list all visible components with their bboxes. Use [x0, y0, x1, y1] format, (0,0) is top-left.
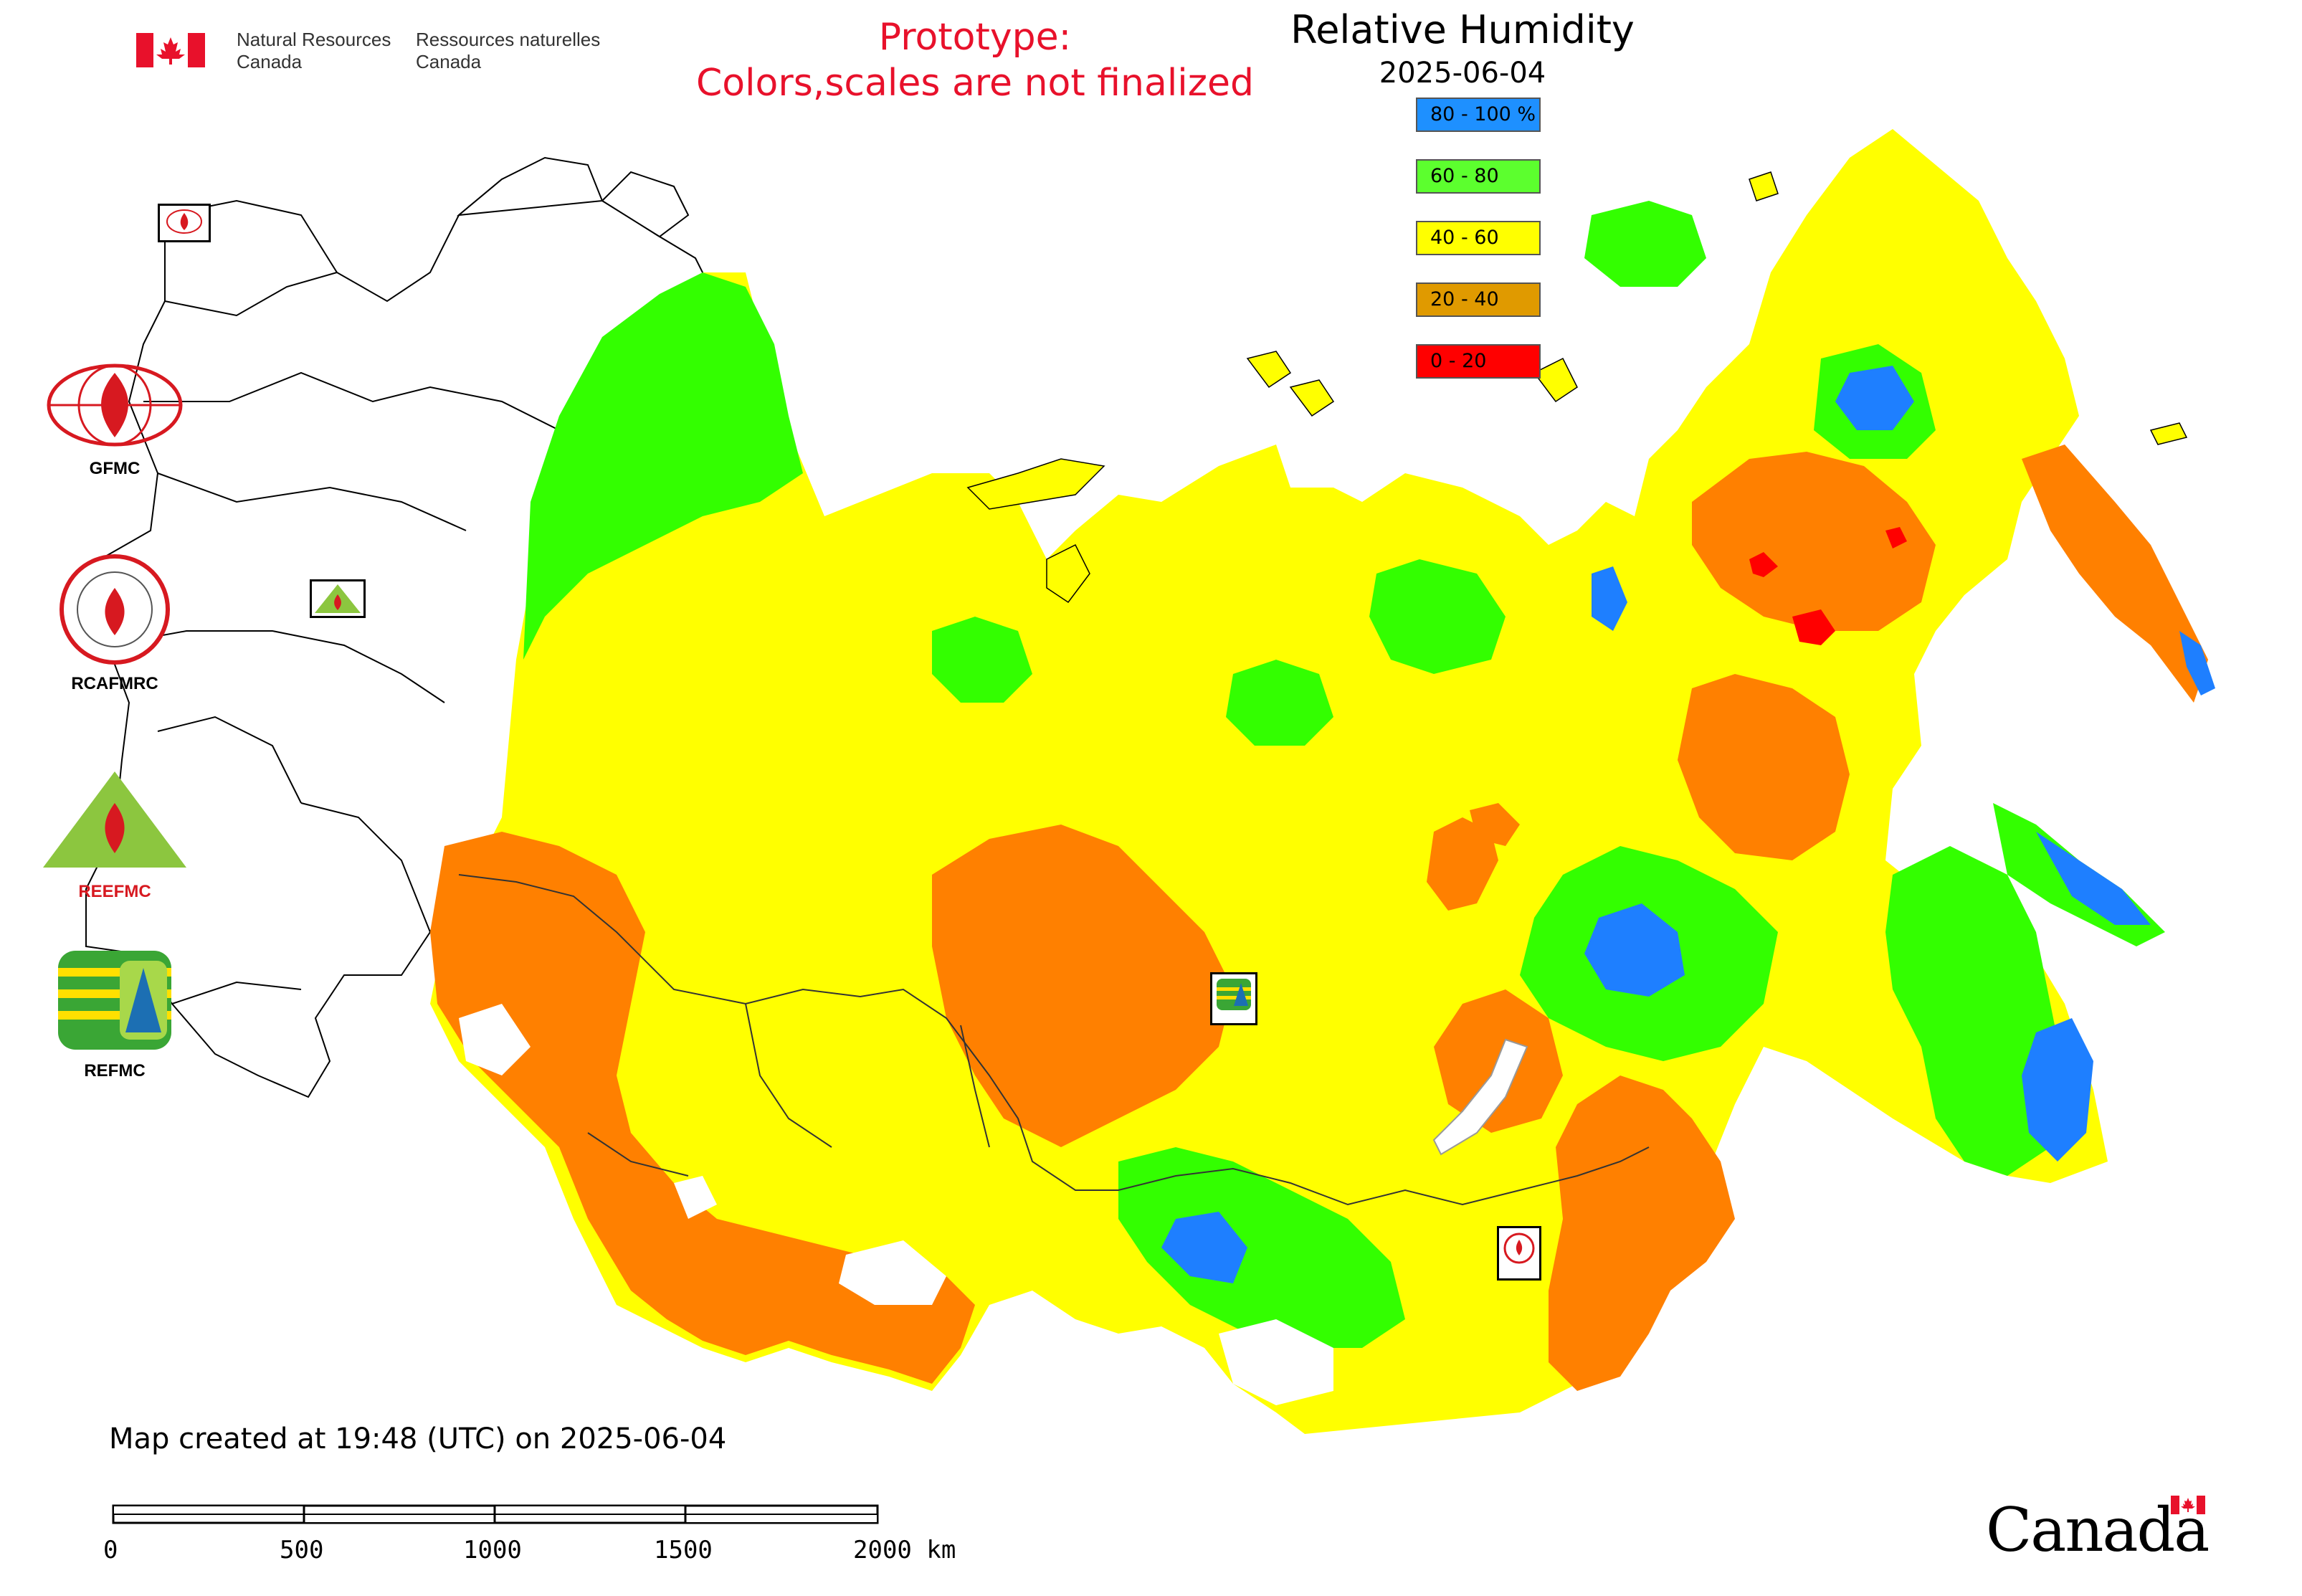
nrcan-signature: Natural Resources Canada Ressources natu…: [136, 27, 609, 77]
dept-name-en: Natural Resources Canada: [237, 29, 391, 73]
western-countries-outline: [70, 156, 718, 1098]
gfmc-logo: GFMC: [29, 358, 201, 479]
refmc-emblem-icon: [58, 951, 171, 1050]
gfmc-emblem-icon: [47, 364, 183, 447]
scale-tick-1500: 1500: [654, 1536, 713, 1564]
dept-en-line2: Canada: [237, 51, 303, 72]
refmc-logo: REFMC: [29, 946, 201, 1081]
rcafmrc-marker: [1497, 1226, 1541, 1281]
reefmc-emblem-icon: [43, 771, 186, 868]
reefmc-marker-icon: [315, 584, 361, 613]
canada-wordmark: Canada: [1986, 1491, 2230, 1570]
reefmc-marker: [310, 579, 366, 618]
map-date: 2025-06-04: [1379, 57, 1546, 90]
reefmc-logo: REEFMC: [29, 767, 201, 902]
refmc-marker-icon: [1217, 979, 1251, 1010]
reefmc-label: REEFMC: [78, 882, 151, 901]
legend-item-0-20: 0 - 20: [1416, 344, 1541, 379]
rcafmrc-label: RCAFMRC: [71, 674, 158, 693]
scale-bar: 0 500 1000 1500 2000 km: [103, 1500, 968, 1579]
scale-tick-2000: 2000 km: [853, 1536, 956, 1564]
russia-humidity-fill: [430, 129, 2215, 1434]
gfmc-marker: [158, 204, 211, 242]
legend-label: 40 - 60: [1430, 227, 1499, 249]
canada-flag-icon: [136, 33, 205, 67]
prototype-notice: Prototype: Colors,scales are not finaliz…: [631, 14, 1319, 106]
prototype-line1: Prototype:: [878, 16, 1072, 59]
gfmc-label: GFMC: [89, 459, 141, 478]
scale-tick-0: 0: [103, 1536, 118, 1564]
dept-fr-line2: Canada: [416, 51, 482, 72]
legend-item-80-100: 80 - 100 %: [1416, 98, 1541, 132]
scale-tick-500: 500: [280, 1536, 324, 1564]
gfmc-marker-icon: [166, 209, 202, 234]
legend-item-60-80: 60 - 80: [1416, 159, 1541, 194]
rcafmrc-logo: RCAFMRC: [29, 552, 201, 694]
rcafmrc-emblem-icon: [60, 554, 170, 665]
legend-item-40-60: 40 - 60: [1416, 221, 1541, 255]
refmc-label: REFMC: [84, 1061, 146, 1080]
scale-bar-graphic: [112, 1504, 879, 1524]
dept-fr-line1: Ressources naturelles: [416, 29, 601, 50]
map-created-note: Map created at 19:48 (UTC) on 2025-06-04: [109, 1422, 727, 1455]
lake-baikal: [1432, 1038, 1528, 1156]
rcafmrc-marker-icon: [1503, 1232, 1535, 1264]
dept-en-line1: Natural Resources: [237, 29, 391, 50]
scale-tick-1000: 1000: [463, 1536, 522, 1564]
canada-wordmark-flag-icon: [2171, 1496, 2205, 1514]
dept-name-fr: Ressources naturelles Canada: [416, 29, 600, 73]
legend-label: 80 - 100 %: [1430, 103, 1536, 125]
legend: 80 - 100 % 60 - 80 40 - 60 20 - 40 0 - 2…: [1416, 98, 1545, 384]
legend-label: 60 - 80: [1430, 165, 1499, 187]
map-title: Relative Humidity: [1290, 7, 1635, 52]
arctic-islands: [966, 171, 2188, 604]
legend-item-20-40: 20 - 40: [1416, 282, 1541, 317]
internal-borders: [458, 874, 1650, 1206]
legend-label: 0 - 20: [1430, 350, 1487, 372]
prototype-line2: Colors,scales are not finalized: [695, 62, 1255, 105]
legend-label: 20 - 40: [1430, 288, 1499, 310]
refmc-marker: [1210, 972, 1257, 1025]
